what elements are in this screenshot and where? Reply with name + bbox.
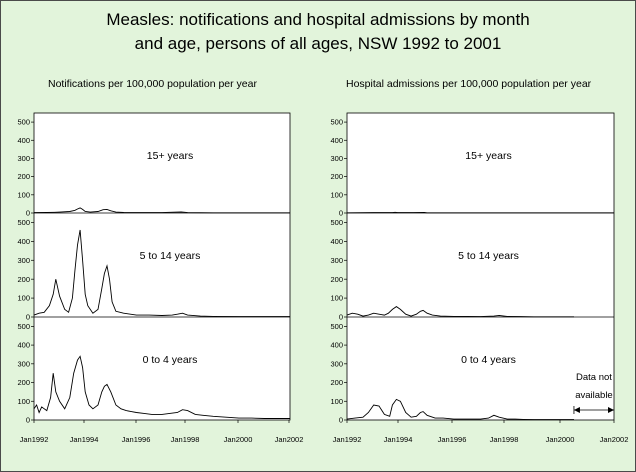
x-tick-label: Jan1992	[20, 435, 49, 444]
y-tick-label: 400	[330, 136, 343, 145]
x-tick-label: Jan2000	[546, 435, 575, 444]
y-tick-label: 100	[330, 294, 343, 303]
x-tick-label: Jan2002	[600, 435, 629, 444]
left-panel-heading: Notifications per 100,000 population per…	[48, 78, 257, 90]
y-tick-label: 200	[330, 275, 343, 284]
y-tick-label: 300	[330, 359, 343, 368]
y-tick-label: 200	[17, 172, 30, 181]
y-tick-label: 200	[17, 378, 30, 387]
annotation-arrow-left-head	[573, 407, 580, 413]
x-tick-label: Jan1996	[438, 435, 467, 444]
y-tick-label: 100	[17, 294, 30, 303]
y-tick-label: 200	[330, 378, 343, 387]
y-tick-label: 300	[17, 154, 30, 163]
band-label-1: 5 to 14 years	[458, 250, 519, 262]
chart-title-line-1: Measles: notifications and hospital admi…	[106, 10, 530, 29]
y-tick-label: 300	[330, 256, 343, 265]
y-tick-label: 100	[17, 397, 30, 406]
band-label-0: 15+ years	[465, 150, 511, 162]
band-label-0: 15+ years	[147, 150, 193, 162]
y-tick-label: 400	[17, 341, 30, 350]
x-tick-label: Jan1992	[333, 435, 362, 444]
y-tick-label: 0	[26, 209, 30, 218]
plot-frame-0	[33, 112, 291, 421]
x-tick-label: Jan1998	[490, 435, 519, 444]
y-tick-label: 500	[17, 218, 30, 227]
y-tick-label: 500	[17, 118, 30, 127]
x-tick-label: Jan1996	[122, 435, 151, 444]
x-tick-label: Jan2002	[275, 435, 304, 444]
y-tick-label: 0	[339, 313, 343, 322]
band-label-2: 0 to 4 years	[143, 354, 198, 366]
y-tick-label: 200	[17, 275, 30, 284]
x-tick-label: Jan1998	[171, 435, 200, 444]
series-line-0-0	[33, 207, 290, 214]
series-line-0-2	[33, 355, 290, 419]
band-label-2: 0 to 4 years	[461, 354, 516, 366]
y-tick-label: 500	[330, 218, 343, 227]
y-tick-label: 0	[339, 209, 343, 218]
y-tick-label: 400	[330, 341, 343, 350]
plot-frame-1	[346, 112, 615, 421]
y-tick-label: 0	[26, 416, 30, 425]
y-tick-label: 200	[330, 172, 343, 181]
y-tick-label: 500	[330, 322, 343, 331]
series-line-0-1	[33, 229, 290, 318]
y-tick-label: 100	[17, 190, 30, 199]
y-tick-label: 100	[330, 190, 343, 199]
series-line-1-1	[346, 306, 574, 318]
x-tick-label: Jan1994	[70, 435, 99, 444]
y-tick-label: 400	[330, 237, 343, 246]
annotation-line-1: Data not	[576, 372, 612, 383]
y-tick-label: 300	[17, 256, 30, 265]
x-tick-label: Jan2000	[224, 435, 253, 444]
annotation-line-2: available	[575, 390, 613, 401]
y-tick-label: 400	[17, 237, 30, 246]
y-tick-label: 500	[17, 322, 30, 331]
annotation-arrow-right-head	[608, 407, 614, 413]
chart-title-line-2: and age, persons of all ages, NSW 1992 t…	[134, 34, 502, 53]
y-tick-label: 500	[330, 118, 343, 127]
y-tick-label: 300	[330, 154, 343, 163]
y-tick-label: 100	[330, 397, 343, 406]
y-tick-label: 0	[26, 313, 30, 322]
y-tick-label: 0	[339, 416, 343, 425]
band-label-1: 5 to 14 years	[140, 250, 201, 262]
y-tick-label: 400	[17, 136, 30, 145]
x-tick-label: Jan1994	[384, 435, 413, 444]
y-tick-label: 300	[17, 359, 30, 368]
right-panel-heading: Hospital admissions per 100,000 populati…	[346, 78, 592, 90]
series-line-1-2	[346, 398, 574, 421]
